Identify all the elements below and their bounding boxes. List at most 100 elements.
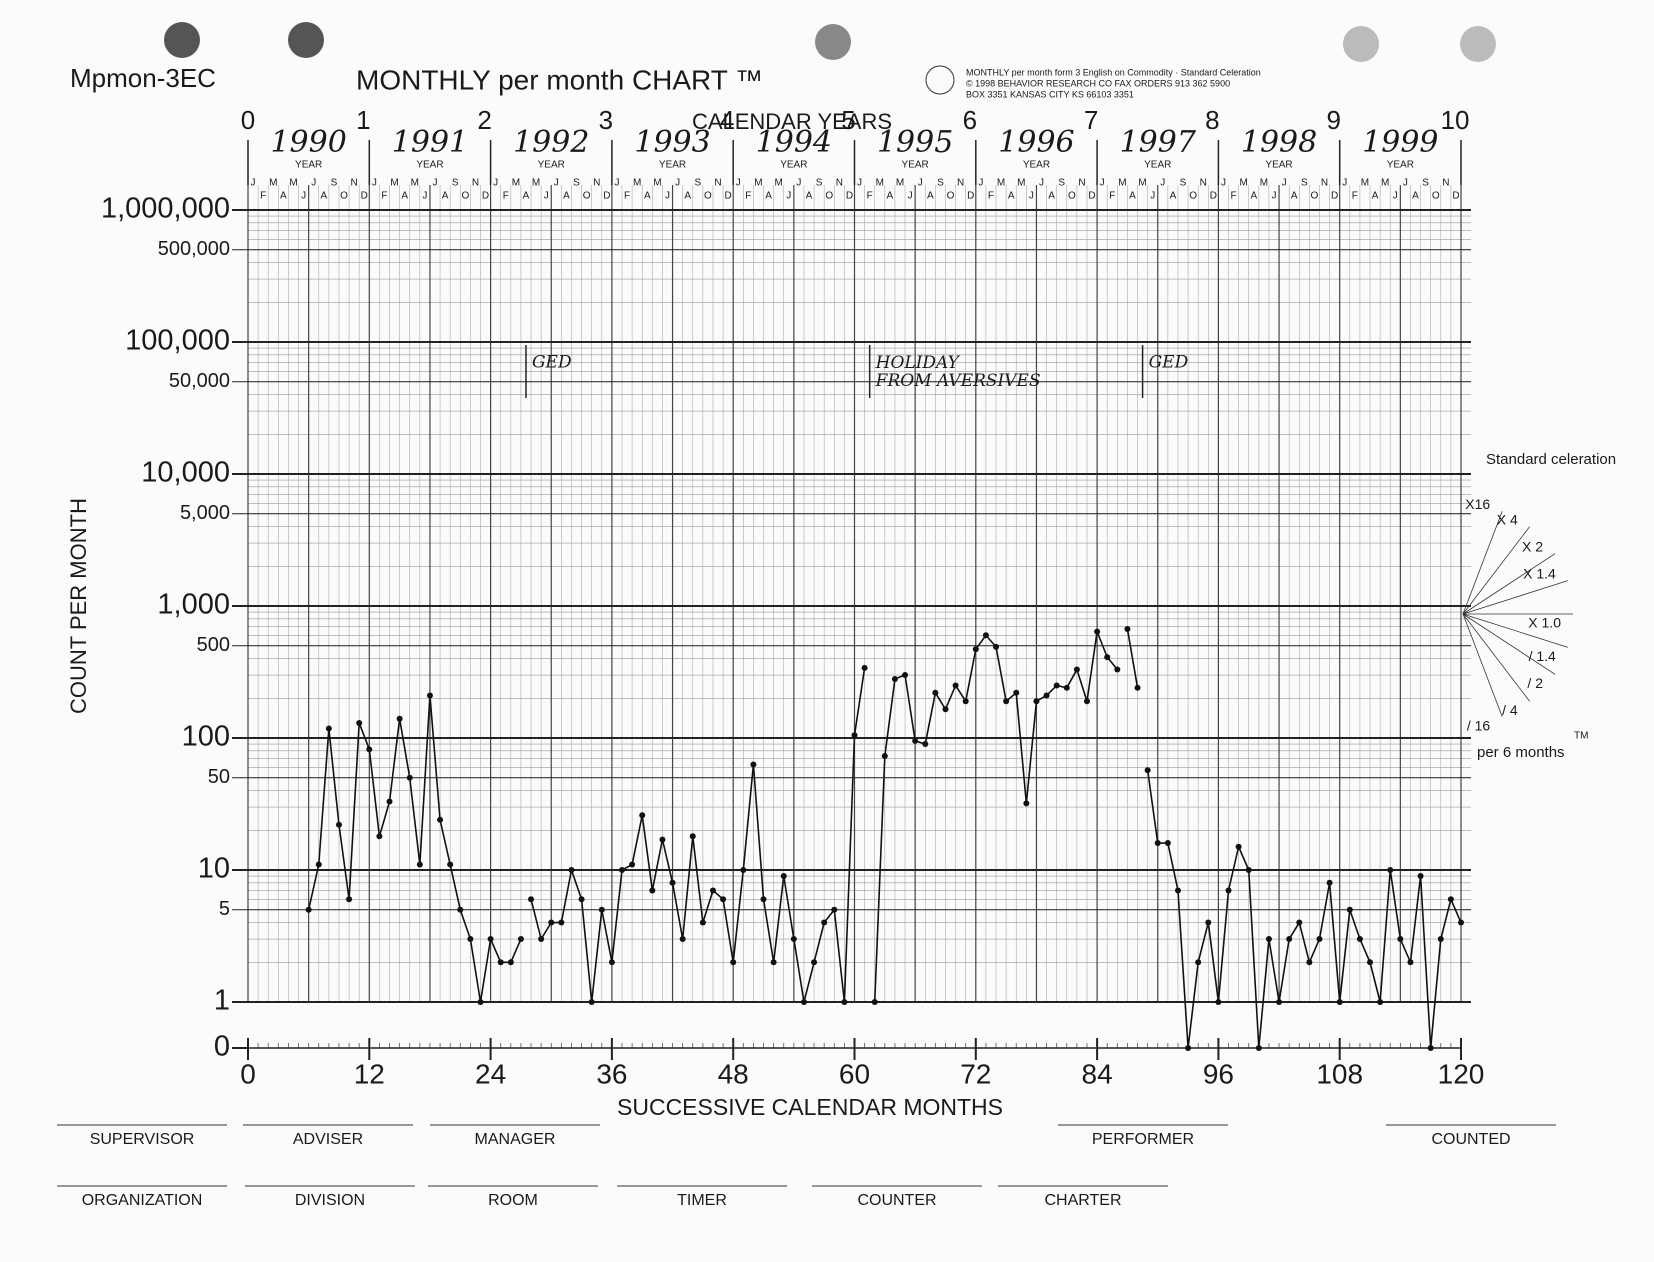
month-letter: A	[644, 191, 651, 202]
month-letter: O	[825, 191, 833, 202]
data-point	[598, 906, 605, 913]
data-point	[1013, 689, 1020, 696]
month-letter: A	[1170, 191, 1177, 202]
month-letter: M	[390, 178, 398, 189]
year-label: 1998	[1241, 125, 1317, 160]
data-point	[426, 692, 433, 699]
data-point	[517, 936, 524, 943]
month-letter: D	[1331, 191, 1338, 202]
data-point	[982, 632, 989, 639]
data-point	[1144, 767, 1151, 774]
data-point	[1124, 625, 1131, 632]
celeration-line	[1462, 526, 1531, 615]
month-letter: A	[1372, 191, 1379, 202]
month-letter: A	[1048, 191, 1055, 202]
data-point	[790, 936, 797, 943]
celeration-line	[1462, 613, 1556, 675]
data-point	[315, 861, 322, 868]
publisher-line: © 1998 BEHAVIOR RESEARCH CO FAX ORDERS 9…	[966, 78, 1230, 88]
data-point	[1377, 999, 1384, 1005]
month-letter: O	[1432, 191, 1440, 202]
annotation: GED	[532, 353, 572, 373]
month-letter: N	[593, 178, 600, 189]
month-letter: J	[1221, 178, 1226, 189]
x-tick-label: 48	[718, 1058, 749, 1089]
data-point	[497, 959, 504, 966]
data-point	[1043, 692, 1050, 699]
y-tick-label: 5,000	[180, 502, 230, 524]
calendar-year-label: 8	[1205, 105, 1219, 135]
calendar-year-label: 5	[841, 105, 855, 135]
month-letter: M	[1138, 178, 1146, 189]
y-tick-label: 50	[208, 766, 230, 788]
month-letter: N	[1321, 178, 1328, 189]
month-letter: J	[544, 191, 549, 202]
y-tick-label: 50,000	[169, 370, 230, 392]
month-letter: O	[340, 191, 348, 202]
month-letter: F	[1231, 191, 1237, 202]
data-point	[1215, 999, 1222, 1005]
annotation: GED	[1149, 353, 1189, 373]
data-point	[1276, 999, 1283, 1005]
month-letter: S	[694, 178, 701, 189]
x-tick-label: 120	[1438, 1058, 1485, 1089]
month-letter: M	[876, 178, 884, 189]
month-letter: F	[260, 191, 266, 202]
month-letter: J	[493, 178, 498, 189]
data-point	[659, 836, 666, 843]
publisher-line: BOX 3351 KANSAS CITY KS 66103 3351	[966, 89, 1134, 99]
data-point	[325, 725, 332, 732]
data-point	[1185, 1045, 1192, 1051]
month-letter: A	[806, 191, 813, 202]
footer-label: CHARTER	[1044, 1192, 1121, 1209]
month-letter: D	[1452, 191, 1459, 202]
data-point	[1174, 887, 1181, 894]
month-letter: M	[1118, 178, 1126, 189]
y-tick-label: 1,000,000	[101, 193, 230, 225]
month-letter: M	[775, 178, 783, 189]
celeration-line	[1462, 553, 1556, 615]
month-letter: J	[433, 178, 438, 189]
month-letter: A	[280, 191, 287, 202]
month-letter: F	[381, 191, 387, 202]
month-letter: S	[452, 178, 459, 189]
year-label: 1990	[270, 125, 346, 160]
month-letter: O	[947, 191, 955, 202]
data-point	[386, 798, 393, 805]
month-letter: S	[331, 178, 338, 189]
data-point	[699, 919, 706, 926]
month-letter: A	[1008, 191, 1015, 202]
month-letter: O	[1068, 191, 1076, 202]
month-letter: M	[411, 178, 419, 189]
x-axis-label: SUCCESSIVE CALENDAR MONTHS	[617, 1094, 1003, 1120]
data-point	[346, 896, 353, 903]
month-letter: D	[1210, 191, 1217, 202]
celeration-label: / 16	[1467, 717, 1491, 733]
data-point	[335, 821, 342, 828]
data-point	[619, 867, 626, 873]
month-letter: J	[311, 178, 316, 189]
month-letter: M	[633, 178, 641, 189]
y-tick-label: 100,000	[125, 325, 230, 357]
month-letter: F	[1352, 191, 1358, 202]
data-point	[437, 816, 444, 823]
year-caption: YEAR	[1144, 160, 1171, 171]
month-letter: S	[573, 178, 580, 189]
data-point	[528, 896, 535, 903]
data-point	[376, 833, 383, 840]
celeration-label: X 4	[1497, 511, 1518, 527]
data-point	[639, 812, 646, 819]
data-point	[1205, 919, 1212, 926]
month-letter: N	[351, 178, 358, 189]
month-letter: J	[796, 178, 801, 189]
data-point	[649, 887, 656, 894]
data-point	[1094, 628, 1101, 635]
data-point	[942, 706, 949, 713]
data-point	[861, 664, 868, 671]
year-caption: YEAR	[780, 160, 807, 171]
month-letter: J	[301, 191, 306, 202]
year-label: 1991	[392, 125, 468, 160]
x-tick-label: 36	[596, 1058, 627, 1089]
month-letter: F	[503, 191, 509, 202]
